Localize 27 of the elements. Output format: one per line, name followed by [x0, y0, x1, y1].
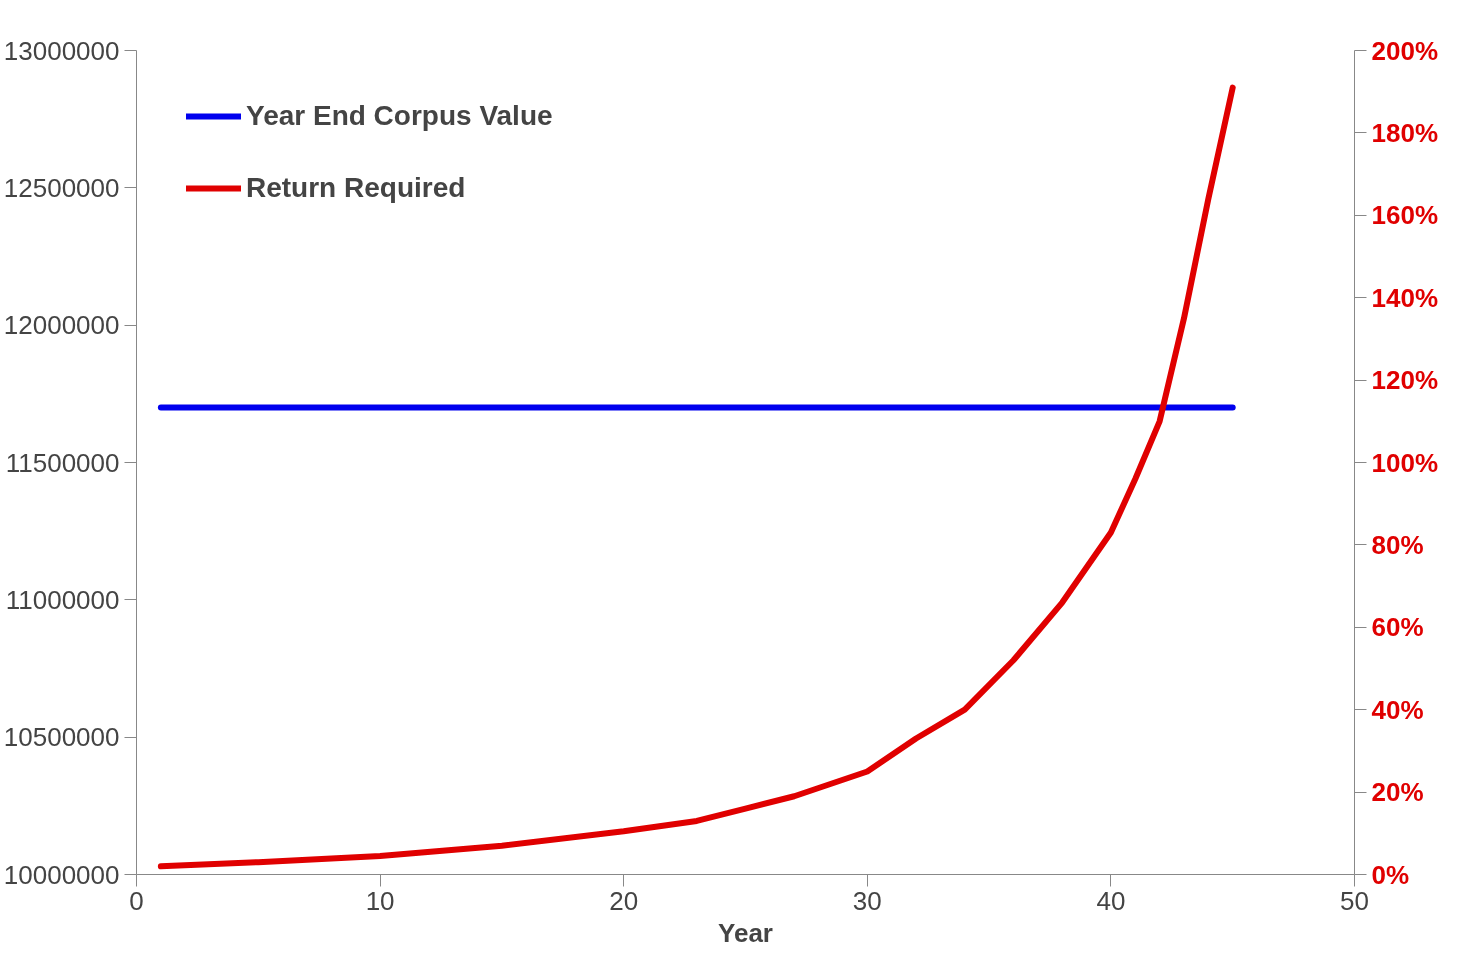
y2-tick-label: 100%	[1371, 447, 1438, 478]
x-tick-label: 40	[1096, 885, 1126, 916]
y-tick-label: 10000000	[3, 859, 120, 890]
y2-tick-label: 160%	[1371, 200, 1438, 231]
y-tick-label: 13000000	[3, 35, 120, 66]
y2-tick-label: 140%	[1371, 282, 1438, 313]
legend-label: Return Required	[246, 172, 466, 204]
y2-tick-label: 40%	[1371, 694, 1424, 725]
y2-tick-label: 120%	[1371, 365, 1438, 396]
y2-tick-label: 0%	[1371, 859, 1410, 890]
x-tick-label: 20	[609, 885, 639, 916]
legend-label: Year End Corpus Value	[246, 100, 553, 132]
x-tick-label: 10	[365, 885, 395, 916]
y2-tick-label: 180%	[1371, 117, 1438, 148]
y-tick-label: 11000000	[5, 584, 120, 615]
x-tick-label: 30	[852, 885, 882, 916]
y-tick-label: 12000000	[3, 310, 120, 341]
y-tick-label: 10500000	[3, 722, 120, 753]
y-tick-label: 11500000	[5, 447, 120, 478]
y2-tick-label: 80%	[1371, 529, 1424, 560]
y-tick-label: 12500000	[3, 172, 120, 203]
y2-tick-label: 60%	[1371, 612, 1424, 643]
x-tick-label: 0	[129, 885, 144, 916]
y2-tick-label: 20%	[1371, 777, 1424, 808]
x-tick-label: 50	[1340, 885, 1369, 916]
y2-tick-label: 200%	[1371, 35, 1438, 66]
x-axis-title: Year	[718, 917, 773, 948]
